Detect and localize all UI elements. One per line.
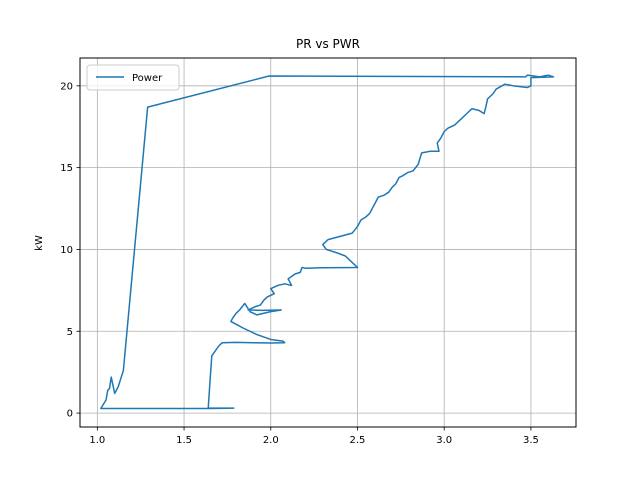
x-tick-label: 3.5 <box>523 435 539 446</box>
x-tick-label: 1.0 <box>89 435 105 446</box>
chart-title: PR vs PWR <box>296 37 360 51</box>
legend-label: Power <box>132 73 163 84</box>
x-tick-label: 1.5 <box>176 435 192 446</box>
x-tick-label: 2.5 <box>350 435 366 446</box>
y-tick-label: 20 <box>60 81 73 92</box>
y-tick-label: 10 <box>60 245 73 256</box>
series-layer <box>100 74 555 410</box>
y-axis: 0 5 10 15 20 <box>60 81 80 420</box>
legend-box <box>86 64 180 91</box>
x-axis: 1.0 1.5 2.0 2.5 3.0 3.5 <box>89 427 539 446</box>
legend: Power <box>86 64 180 91</box>
y-tick-label: 15 <box>60 163 73 174</box>
x-tick-label: 2.0 <box>263 435 279 446</box>
y-tick-label: 0 <box>67 409 73 420</box>
series-line-power <box>100 74 555 410</box>
plot-frame <box>79 57 577 428</box>
y-axis-label: kW <box>34 235 45 251</box>
grid <box>80 58 576 427</box>
y-tick-label: 5 <box>67 327 73 338</box>
x-tick-label: 3.0 <box>436 435 452 446</box>
